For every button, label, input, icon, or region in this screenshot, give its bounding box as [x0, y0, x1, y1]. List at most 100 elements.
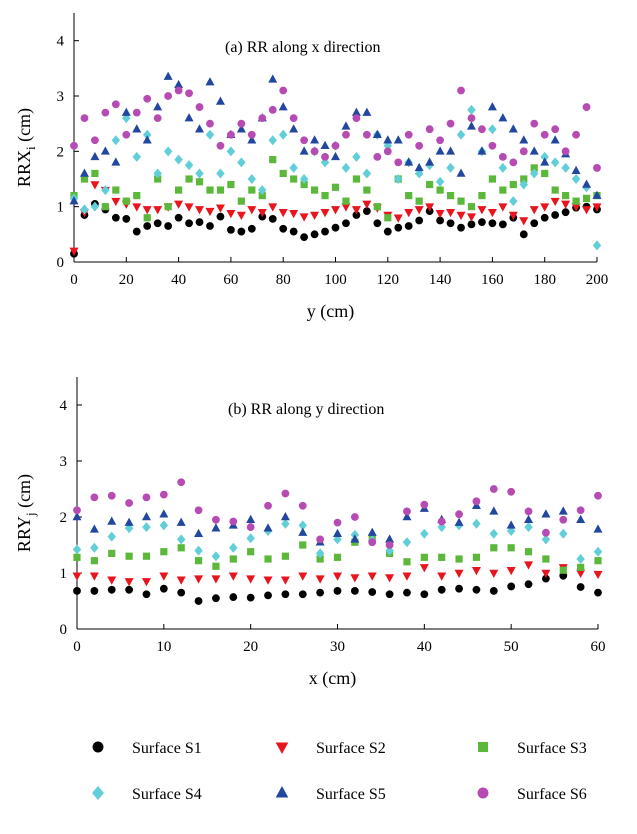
panel-b-surface-s6-point-12 [281, 489, 290, 498]
panel-a-surface-s6-point-28 [362, 130, 371, 139]
panel-a-surface-s1-point-17 [247, 224, 256, 233]
panel-a-x-tick-label-6: 120 [377, 272, 400, 288]
panel-b-surface-s1-point-19 [403, 588, 411, 597]
panel-b-surface-s1-point-4 [142, 590, 151, 599]
panel-a-surface-s2-point-47 [561, 200, 571, 209]
panel-b-x-tick-label-1: 10 [156, 639, 171, 655]
panel-a-surface-s3-point-35 [436, 186, 444, 194]
panel-b-surface-s4-point-29 [576, 554, 585, 564]
panel-a-surface-s1-point-41 [498, 220, 507, 229]
panel-b-surface-s1-point-23 [472, 585, 481, 594]
panel-b-surface-s1-point-1 [90, 587, 99, 595]
panel-b-surface-s3-point-7 [194, 557, 203, 565]
panel-b-x-tick-label-4: 40 [417, 639, 432, 655]
panel-a-surface-s3-point-9 [164, 203, 172, 211]
panel-a-surface-s3-point-34 [426, 180, 434, 189]
panel-b-surface-s3-point-14 [316, 555, 324, 563]
panel-b-surface-s3-point-25 [507, 544, 515, 552]
panel-b-surface-s2-point-16 [350, 574, 360, 583]
panel-b-surface-s4-point-10 [246, 533, 255, 544]
panel-a-surface-s3-point-29 [373, 203, 381, 211]
panel-a-surface-s2-point-42 [508, 211, 518, 220]
panel-a-surface-s5-point-28 [362, 107, 372, 116]
panel-a-surface-s1-point-24 [321, 227, 329, 236]
legend-marker-surface-s5 [275, 786, 289, 798]
panel-b-surface-s2-point-14 [315, 575, 325, 584]
panel-a-surface-s2-point-48 [571, 203, 581, 212]
panel-a-surface-s6-point-46 [551, 125, 560, 134]
legend-label-surface-s6: Surface S6 [517, 786, 587, 803]
panel-a-surface-s5-point-0 [69, 196, 79, 205]
panel-a-surface-s2-point-2 [90, 181, 100, 190]
panel-b-surface-s2-point-13 [298, 572, 308, 581]
panel-b-surface-s3-point-10 [247, 548, 255, 556]
panel-b-surface-s6-point-25 [507, 487, 516, 496]
panel-a-surface-s4-point-13 [205, 129, 215, 140]
panel-a-surface-s4-point-14 [216, 168, 225, 179]
panel-a-surface-s2-point-6 [132, 203, 142, 212]
panel-a-surface-s2-point-18 [257, 208, 267, 218]
panel-b-surface-s6-point-10 [246, 523, 255, 531]
panel-a-surface-s3-point-27 [352, 175, 361, 183]
panel-a-surface-s2-point-12 [195, 206, 205, 215]
panel-a-surface-s6-point-31 [394, 158, 403, 167]
panel-a-surface-s1-point-47 [561, 208, 570, 217]
panel-a-surface-s6-point-23 [310, 147, 319, 156]
panel-a-surface-s6-point-24 [321, 152, 329, 161]
panel-a-surface-s2-point-15 [226, 210, 236, 219]
panel-a-surface-s4-point-16 [237, 157, 246, 168]
panel-a-surface-s2-point-44 [529, 206, 539, 215]
panel-a-surface-s2-point-43 [519, 217, 529, 226]
panel-b-surface-s2-point-26 [524, 561, 534, 570]
panel-b-surface-s5-point-29 [576, 514, 586, 524]
panel-b-surface-s3-point-9 [229, 555, 237, 563]
panel-a-surface-s6-point-10 [174, 86, 183, 95]
panel-a-surface-s1-point-31 [394, 223, 403, 232]
panel-a-surface-s2-point-14 [215, 204, 225, 213]
panel-a-surface-s3-point-25 [331, 183, 340, 191]
panel-b-surface-s6-point-14 [316, 535, 325, 544]
legend-item-surface-s5: Surface S5 [275, 786, 386, 803]
panel-b-surface-s5-point-28 [558, 506, 568, 515]
panel-b-title: (b) RR along y direction [228, 401, 384, 418]
panel-a-surface-s3-point-24 [321, 192, 329, 200]
panel-a-surface-s6-point-14 [216, 141, 225, 150]
panel-a-surface-s3-point-2 [91, 169, 99, 178]
panel-b-surface-s4-point-1 [90, 542, 99, 553]
panel-a-surface-s5-point-38 [466, 121, 476, 130]
panel-a-surface-s2-point-27 [351, 206, 361, 215]
panel-a-surface-s4-point-19 [268, 135, 277, 146]
panel-a-surface-s1-point-23 [310, 230, 319, 239]
panel-a-surface-s6-point-36 [446, 119, 455, 128]
panel-b-y-label-main: RRY [14, 516, 34, 552]
panel-a-surface-s4-point-38 [467, 104, 476, 115]
panel-a-surface-s4-point-8 [153, 168, 162, 179]
panel-b-surface-s6-point-3 [125, 499, 133, 507]
panel-a-surface-s6-point-33 [415, 141, 424, 150]
panel-a-surface-s3-point-23 [310, 186, 319, 194]
panel-b-surface-s4-point-23 [472, 518, 481, 529]
panel-a-surface-s5-point-25 [331, 151, 340, 161]
panel-a-surface-s5-point-8 [153, 102, 163, 111]
panel-a-surface-s1-point-35 [436, 216, 444, 225]
panel-a-x-tick-label-7: 140 [429, 272, 452, 288]
panel-b-surface-s1-point-28 [559, 571, 568, 580]
panel-a-surface-s2-point-11 [184, 203, 194, 212]
panel-a-surface-s5-point-43 [519, 135, 529, 144]
panel-a-surface-s6-point-13 [206, 119, 214, 128]
panel-b-surface-s1-point-12 [281, 590, 290, 599]
panel-a-surface-s1-point-40 [488, 219, 497, 228]
panel-a-surface-s6-point-9 [164, 92, 173, 100]
panel-b-surface-s6-point-18 [385, 541, 394, 549]
panel-b-surface-s6-point-20 [420, 500, 429, 509]
panel-a-x-tick-label-2: 40 [171, 272, 186, 288]
panel-a-surface-s6-point-37 [457, 86, 465, 95]
panel-a-surface-s3-point-41 [499, 186, 507, 194]
panel-a-surface-s5-point-50 [592, 190, 602, 199]
panel-a-surface-s4-point-4 [111, 135, 121, 146]
legend-item-surface-s6: Surface S6 [477, 786, 587, 803]
panel-a-surface-s3-point-46 [551, 186, 559, 194]
panel-a-surface-s5-point-9 [163, 71, 173, 80]
panel-a-surface-s4-point-20 [278, 129, 288, 140]
panel-a-surface-s1-point-4 [111, 213, 120, 222]
